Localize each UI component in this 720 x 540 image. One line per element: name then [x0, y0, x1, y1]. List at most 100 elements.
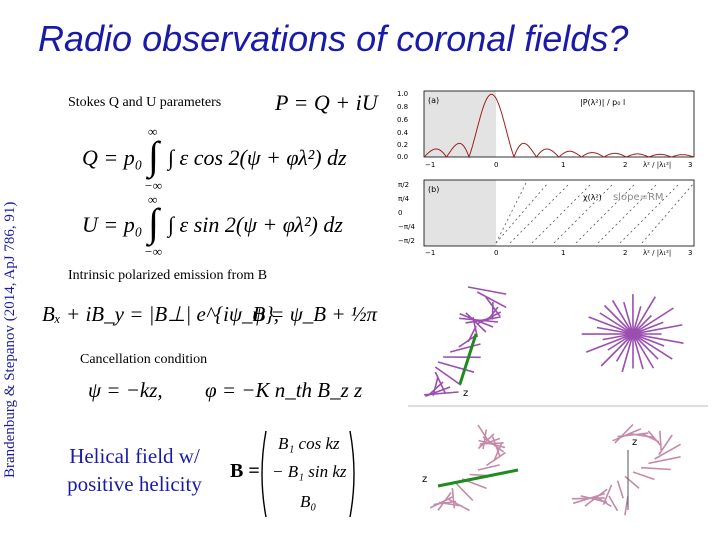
field-arrow — [621, 333, 634, 373]
plot-b-dash-segment — [619, 182, 681, 244]
field-arrow — [632, 333, 655, 369]
field-arrow — [438, 501, 463, 507]
field-arrow — [647, 430, 662, 447]
plot-b-xtick: 2 — [623, 249, 627, 257]
psi-equation: ψ = ψ_B + ½π — [252, 302, 378, 326]
field-arrow — [482, 429, 488, 450]
field-arrow — [608, 495, 619, 512]
plot-b: π/2 π/4 0 −π/4 −π/2 (b) χ(λ²) slope=RM −… — [398, 179, 695, 257]
plot-b-xtick: 0 — [494, 249, 498, 257]
field-arrow — [632, 333, 673, 360]
b-vector-row2: − B₁ sin kz — [272, 462, 347, 481]
field-arrow — [477, 433, 495, 450]
field-arrow — [434, 366, 462, 386]
u-equation-lhs: U = p₀ — [82, 212, 143, 237]
plot-a-xtick: 3 — [688, 161, 692, 169]
b-vector-lhs: B = — [230, 460, 260, 482]
field-arrow — [641, 466, 671, 471]
field-arrow — [491, 436, 501, 457]
u-integral-sign: ∫ — [148, 200, 159, 245]
z-axis-label: z — [632, 437, 637, 448]
u-lower-limit: −∞ — [144, 244, 163, 259]
helical-text: Helical field w/ positive helicity — [52, 442, 217, 498]
cancel-equation-psi: ψ = −kz, — [88, 378, 163, 402]
helical-line2: positive helicity — [67, 472, 202, 496]
plot-a-ytick: 0.6 — [397, 116, 409, 124]
plot-a-ytick: 0.0 — [397, 153, 408, 161]
plot-b-dash-segment — [575, 182, 637, 244]
field-arrow — [648, 456, 681, 465]
plot-b-dash-segment — [597, 182, 659, 244]
plot-a-xtick: 0 — [494, 161, 498, 169]
q-equation-lhs: Q = p₀ — [82, 145, 143, 170]
plot-b-legend: χ(λ²) — [583, 193, 602, 202]
field-arrow — [477, 464, 500, 471]
plot-a-ytick: 0.2 — [397, 141, 408, 149]
plot-b-xtick: −1 — [425, 249, 435, 257]
plot-b-xtick: 1 — [561, 249, 565, 257]
field-arrow — [596, 326, 634, 335]
field-arrow — [467, 286, 507, 295]
p-equation: P = Q + iU — [275, 90, 378, 115]
field-arrow — [632, 471, 655, 481]
u-equation-integrand: ∫ ε sin 2(ψ + φλ²) dz — [168, 212, 343, 237]
field-arrow — [632, 307, 674, 335]
field-arrow — [624, 496, 629, 516]
field-arrow — [624, 475, 640, 489]
field-arrow — [659, 430, 662, 451]
helix-vectors-bottom-left — [429, 424, 506, 512]
slope-label: slope=RM — [613, 192, 664, 203]
field-arrow — [493, 441, 503, 462]
field-arrow — [449, 343, 481, 353]
field-arrow — [588, 316, 634, 335]
field-arrow — [632, 324, 683, 335]
plot-a-panel-label: (a) — [428, 96, 439, 105]
field-arrow — [424, 391, 459, 396]
plot-b-frame — [423, 179, 695, 247]
intrinsic-label: Intrinsic polarized emission from B — [68, 268, 268, 283]
plot-b-dash-segment — [553, 182, 615, 244]
slide-title: Radio observations of coronal fields? — [38, 18, 629, 59]
field-visual-bottom: z z — [422, 423, 681, 516]
field-arrow — [654, 443, 681, 460]
field-arrow — [632, 296, 656, 335]
plot-a-xtick: 2 — [623, 161, 627, 169]
field-arrow — [600, 333, 634, 367]
field-arrow — [658, 434, 673, 456]
helix-vectors-left — [424, 286, 507, 398]
plot-b-shade — [424, 180, 496, 246]
field-arrow — [615, 333, 634, 362]
field-arrow — [616, 480, 624, 499]
plot-b-panel-label: (b) — [428, 185, 439, 194]
plot-b-xtick: 3 — [688, 249, 692, 257]
field-arrow — [611, 299, 634, 335]
q-lower-limit: −∞ — [144, 178, 163, 193]
field-arrow — [602, 333, 634, 341]
cancel-equation-phi: φ = −K n_th B_z z — [205, 378, 363, 402]
field-arrow — [632, 306, 642, 335]
plot-b-ytick: 0 — [398, 209, 402, 217]
plot-b-dash-segment — [495, 182, 549, 244]
field-arrow — [632, 333, 659, 360]
plot-a-xtick: −1 — [425, 161, 435, 169]
field-arrow — [459, 313, 494, 328]
z-axis-green — [437, 468, 519, 488]
plot-a-shade — [424, 91, 496, 157]
plot-a-xlabel: λ² / |λ₁²| — [643, 161, 671, 169]
field-arrow — [632, 333, 665, 347]
field-visual-top: z — [408, 286, 708, 407]
plot-a-xtick: 1 — [561, 161, 565, 169]
stokes-label: Stokes Q and U parameters — [68, 95, 222, 110]
plot-a: 1.0 0.8 0.6 0.4 0.2 0.0 (a) |P(λ²)| / p₀… — [397, 90, 695, 169]
field-arrow — [437, 361, 475, 373]
field-arrow — [623, 301, 634, 335]
cancellation-label: Cancellation condition — [80, 352, 208, 367]
u-upper-limit: ∞ — [148, 192, 158, 207]
field-arrow — [455, 482, 474, 501]
field-arrow — [465, 312, 487, 333]
q-upper-limit: ∞ — [148, 124, 158, 139]
z-axis-green — [458, 333, 478, 385]
side-citation: Brandenburg & Stepanov (2014, ApJ 786, 9… — [2, 201, 18, 478]
b-vector-row1: B₁ cos kz — [278, 434, 340, 453]
plot-b-dash-segment — [641, 182, 695, 244]
